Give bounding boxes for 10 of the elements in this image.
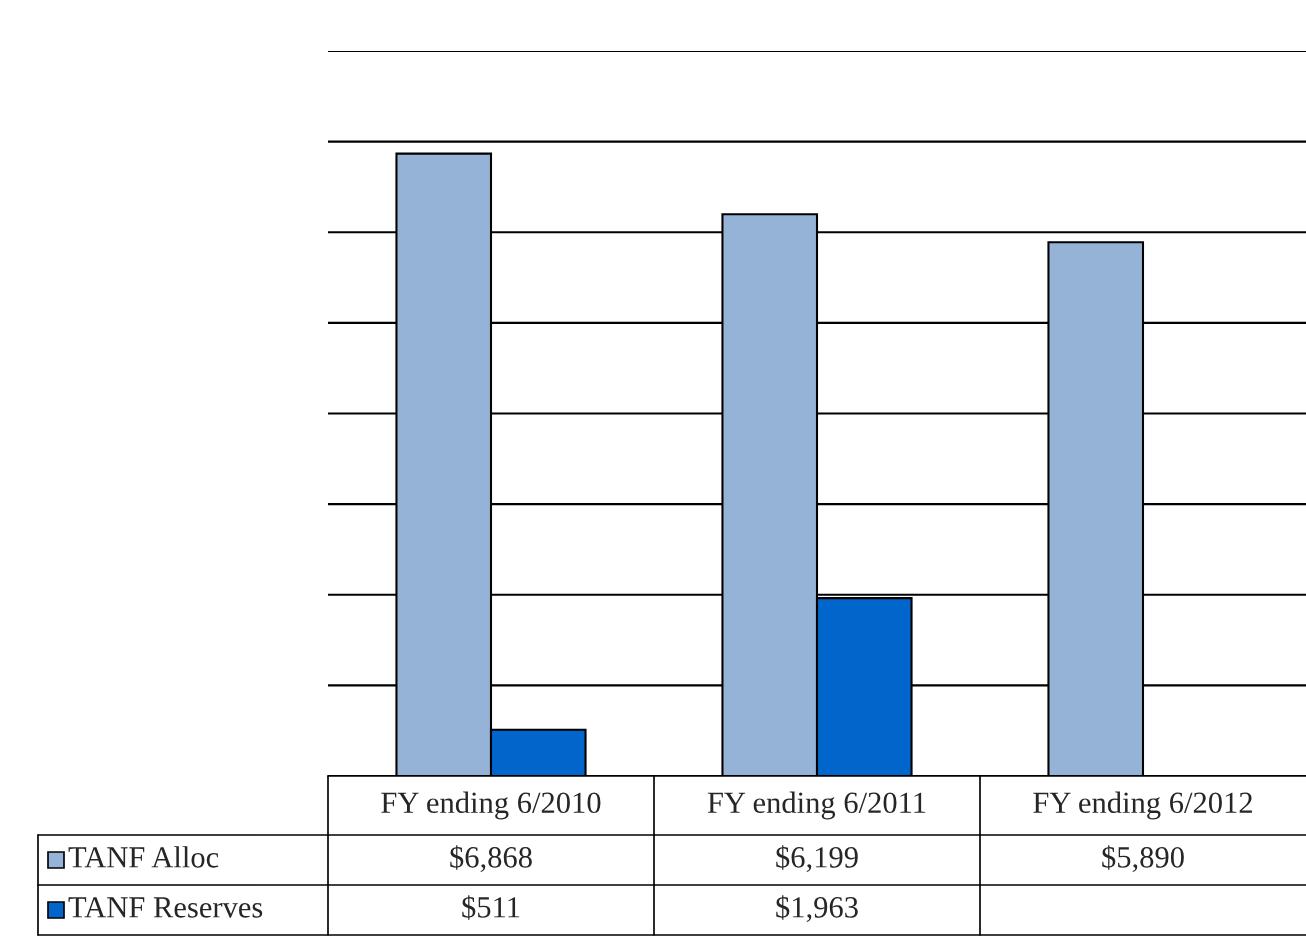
legend-label: TANF Alloc — [68, 846, 219, 868]
x-tick-label: FY ending 6/2012 — [1033, 791, 1252, 820]
data-label: $6,199 — [776, 845, 858, 873]
data-label: $1,963 — [776, 895, 858, 923]
data-label: $511 — [462, 895, 520, 920]
data-label: $5,890 — [1102, 845, 1184, 873]
data-label: $6,868 — [450, 845, 532, 873]
legend-label: TANF Reserves — [68, 897, 263, 918]
x-tick-label: FY ending 6/2010 — [381, 791, 601, 820]
x-tick-label: FY ending 6/2011 — [707, 791, 926, 820]
